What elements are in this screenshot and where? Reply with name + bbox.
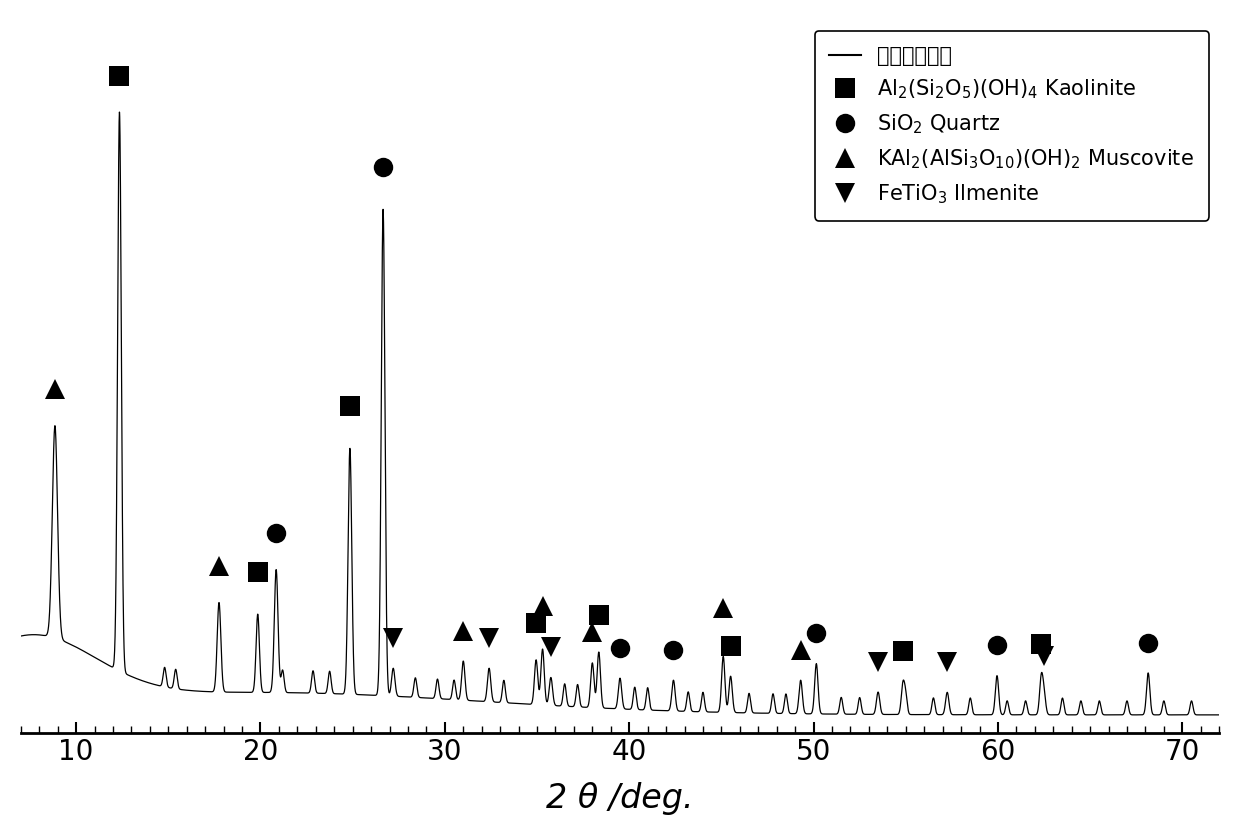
Legend: 低品质高岭土, Al$_2$(Si$_2$O$_5$)(OH)$_4$ Kaolinite, SiO$_2$ Quartz, KAl$_2$(AlSi$_3$O: 低品质高岭土, Al$_2$(Si$_2$O$_5$)(OH)$_4$ Kaol… [815, 31, 1209, 221]
X-axis label: 2 θ /deg.: 2 θ /deg. [547, 782, 693, 815]
